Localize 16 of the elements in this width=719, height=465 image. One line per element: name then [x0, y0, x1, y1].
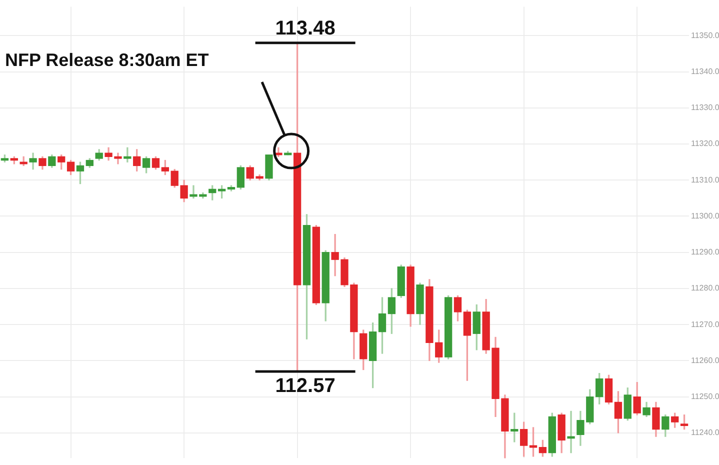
- y-tick-label: 11250.0: [691, 392, 719, 402]
- y-tick-label: 11280.0: [691, 284, 719, 293]
- y-tick-label: 11290.0: [691, 248, 719, 257]
- y-tick-label: 11260.0: [691, 356, 719, 365]
- y-tick-label: 11330.0: [691, 103, 719, 112]
- y-tick-label: 11320.0: [691, 139, 719, 148]
- y-tick-label: 11300.0: [691, 211, 719, 220]
- y-tick-label: 11270.0: [691, 320, 719, 329]
- y-tick-label: 11310.0: [691, 175, 719, 184]
- y-tick-label: 11340.0: [691, 67, 719, 76]
- annotation: NFP Release 8:30am ET: [5, 50, 209, 71]
- annotation: 113.48: [275, 17, 336, 40]
- candlestick: [567, 410, 575, 454]
- y-tick-label: 11240.0: [691, 428, 719, 438]
- annotation: 112.57: [275, 375, 336, 398]
- y-tick-label: 11350.0: [691, 30, 719, 40]
